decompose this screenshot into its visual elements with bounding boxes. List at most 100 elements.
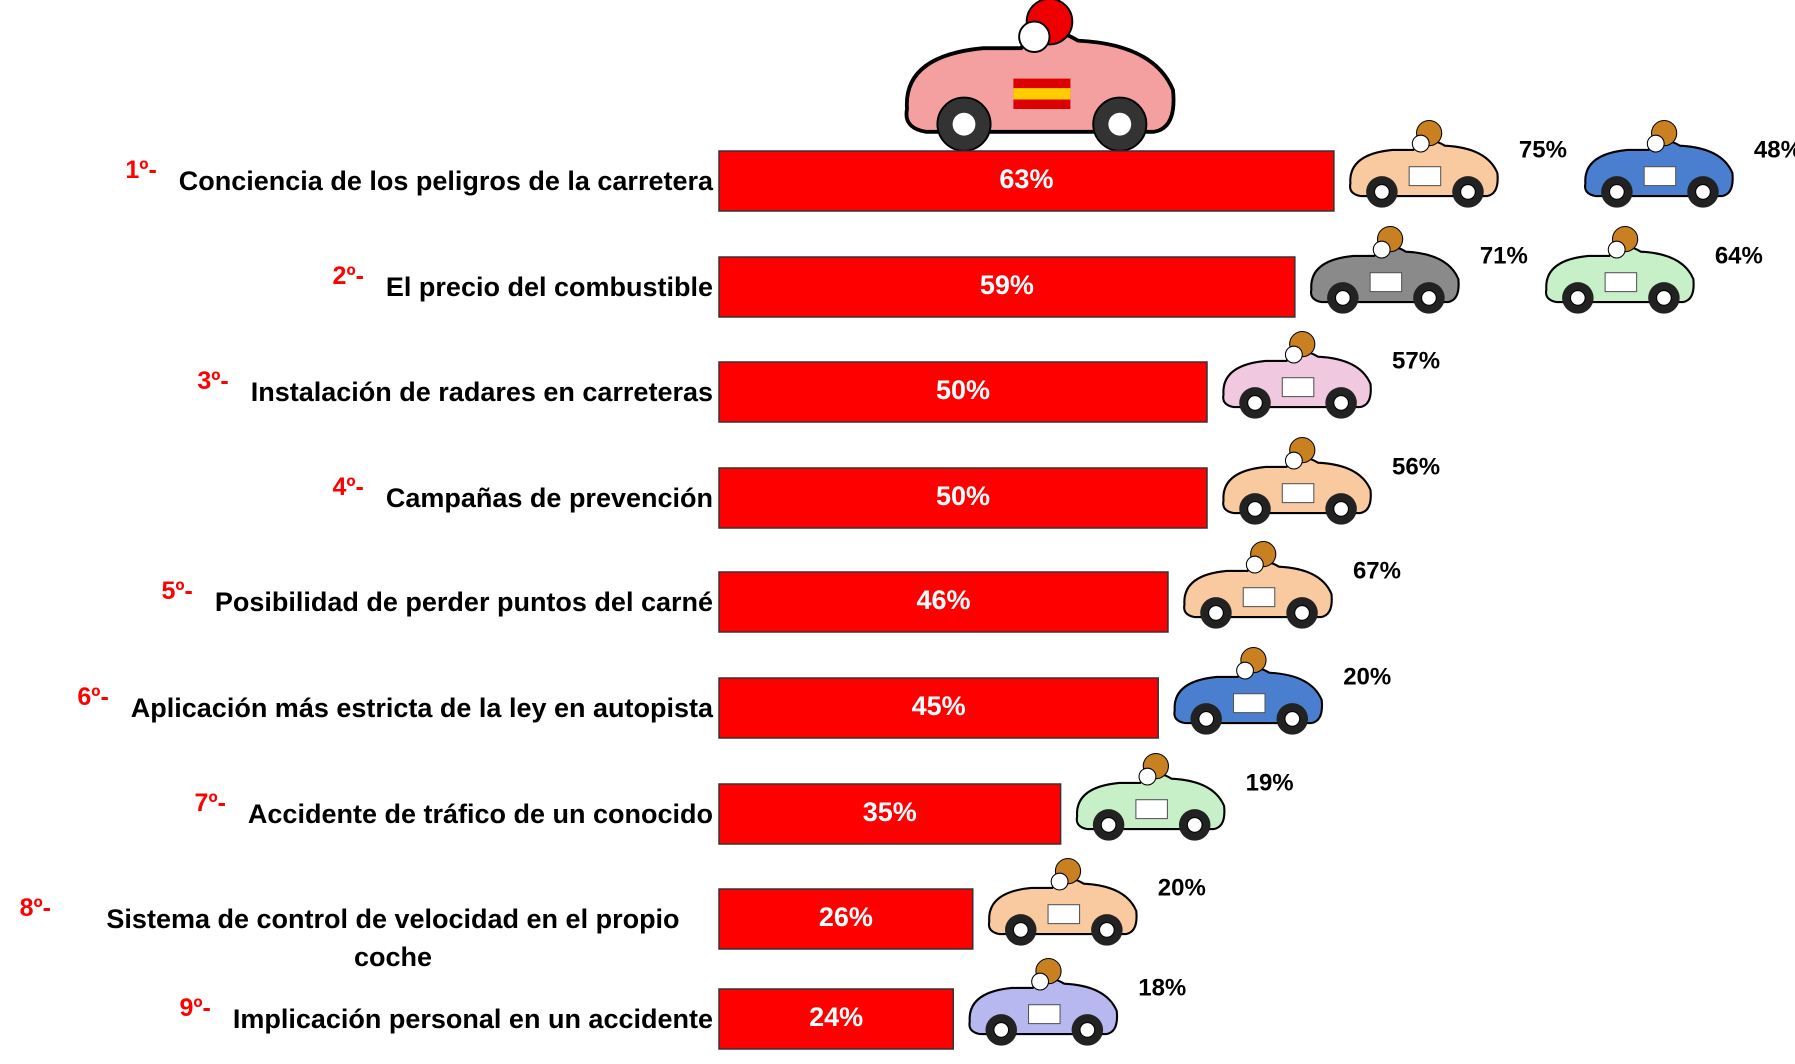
comparison-label: 18% (1138, 974, 1186, 1001)
car (968, 957, 1119, 1046)
rank: 7º- (194, 789, 226, 817)
category-label: 3º- Instalación de radares en carreteras (13, 367, 713, 411)
car-flag (1232, 693, 1266, 714)
face (1284, 451, 1303, 470)
bar (718, 571, 1169, 633)
face (1245, 555, 1264, 574)
face (1031, 972, 1050, 991)
face (1284, 345, 1303, 364)
value-label: 45% (912, 691, 966, 721)
car (1222, 330, 1372, 419)
face (1411, 134, 1430, 153)
comparison-label: 20% (1343, 663, 1391, 690)
bar (718, 988, 954, 1050)
comparison-label: 71% (1480, 242, 1528, 269)
bar (718, 150, 1335, 212)
comparison-label: 75% (1519, 136, 1567, 163)
hub (1656, 290, 1672, 306)
hub (1284, 711, 1301, 727)
rank: 8º- (19, 894, 51, 922)
bar (718, 783, 1062, 845)
category-label: 7º- Accidente de tráfico de un conocido (13, 789, 713, 833)
comparison-label: 64% (1715, 242, 1763, 269)
hub (1186, 817, 1203, 833)
comparison-label: 20% (1158, 874, 1206, 901)
car (1075, 752, 1226, 841)
value-label: 46% (916, 585, 970, 615)
value-label: 63% (999, 164, 1053, 194)
car-flag (1242, 587, 1276, 608)
hub (1208, 605, 1224, 621)
category-label: 9º- Implicación personal en un accidente (13, 994, 713, 1038)
hub (1569, 290, 1586, 306)
category: El precio del combustible (385, 272, 713, 302)
category: Aplicación más estricta de la ley en aut… (130, 693, 713, 723)
car (1309, 225, 1460, 314)
value-label: 50% (936, 375, 990, 405)
bar (718, 256, 1296, 318)
comparison-label: 19% (1246, 769, 1294, 796)
bar (718, 361, 1208, 423)
category-label: 1º- Conciencia de los peligros de la carr… (13, 156, 713, 200)
comparison-label: 57% (1392, 347, 1440, 374)
face (1372, 240, 1391, 259)
rank: 2º- (332, 262, 364, 290)
car (1584, 119, 1734, 208)
hub (1695, 184, 1711, 200)
rank: 3º- (197, 367, 229, 395)
rank: 4º- (332, 473, 364, 501)
car (1173, 646, 1324, 735)
hub (1609, 184, 1625, 200)
car-flag (1643, 166, 1677, 187)
face (1236, 661, 1254, 680)
car-flag (1135, 799, 1168, 820)
car-flag (1604, 272, 1638, 293)
category: Campañas de prevención (385, 483, 713, 513)
category-label: 2º- El precio del combustible (13, 262, 713, 306)
car-flag (1369, 272, 1403, 293)
hub (1247, 395, 1263, 411)
rank: 9º- (179, 994, 211, 1022)
car (987, 857, 1138, 946)
hub (1294, 605, 1310, 621)
hub (1460, 184, 1476, 200)
category-label: 6º- Aplicación más estricta de la ley en … (13, 683, 713, 727)
hub (1100, 817, 1117, 833)
hub (1374, 184, 1390, 200)
hub (1334, 290, 1351, 306)
hub (1012, 922, 1029, 938)
hub (1333, 395, 1349, 411)
category: Implicación personal en un accidente (232, 1004, 713, 1034)
bar (718, 888, 974, 950)
value-label: 59% (980, 270, 1034, 300)
category: Posibilidad de perder puntos del carné (214, 587, 713, 617)
category-label: 8º- Sistema de control de velocidad en el… (13, 894, 713, 976)
top-car (904, 0, 1176, 152)
car-flag (1028, 1004, 1061, 1025)
category: Sistema de control de velocidad en el pr… (106, 904, 680, 972)
hub (1333, 501, 1349, 517)
hub (993, 1022, 1010, 1038)
car (1183, 540, 1333, 629)
car (1544, 225, 1695, 314)
hub (1098, 922, 1115, 938)
bar (718, 677, 1159, 739)
category: Accidente de tráfico de un conocido (247, 799, 713, 829)
car-flag (1281, 483, 1315, 504)
rank: 5º- (161, 577, 193, 605)
face (1607, 240, 1626, 259)
face (1646, 134, 1665, 153)
comparison-label: 67% (1353, 557, 1401, 584)
category-label: 5º- Posibilidad de perder puntos del carn… (13, 577, 713, 621)
value-label: 26% (819, 902, 873, 932)
hub (1247, 501, 1263, 517)
category: Instalación de radares en carreteras (250, 377, 713, 407)
hub (1198, 711, 1215, 727)
rank: 1º- (125, 156, 157, 184)
car-flag (1047, 904, 1081, 925)
face (1050, 872, 1069, 891)
value-label: 24% (809, 1002, 863, 1032)
value-label: 35% (863, 797, 917, 827)
